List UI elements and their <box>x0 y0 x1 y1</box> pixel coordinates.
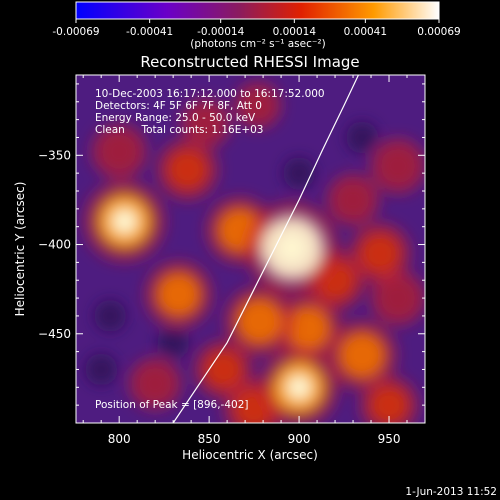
emission-source-peak <box>277 233 307 263</box>
solar-limb-curve <box>172 75 359 423</box>
colorbar-ticks: -0.00069 -0.00041 -0.00014 0.00014 0.00041 0.… <box>52 19 461 38</box>
emission-source-core <box>338 332 386 379</box>
y-tick-label: −450 <box>38 327 71 341</box>
dark-region <box>283 157 316 190</box>
plot-area <box>76 75 425 423</box>
emission-source-core <box>188 106 223 140</box>
x-tick-label: 850 <box>198 432 221 446</box>
plot-frame <box>75 74 426 424</box>
emission-source-core <box>379 147 417 185</box>
emission-source-core <box>100 133 138 171</box>
annotation-detectors: Detectors: 4F 5F 6F 7F 8F, Att 0 <box>95 100 262 112</box>
x-tick-label: 800 <box>108 432 131 446</box>
colorbar-tick-label: -0.00041 <box>126 26 173 38</box>
emission-source-core <box>156 272 201 317</box>
emission-source-peak <box>111 208 138 234</box>
x-axis-label: Heliocentric X (arcsec) <box>182 448 318 462</box>
colorbar-tick-label: -0.00069 <box>52 26 99 38</box>
colorbar-tick-label: -0.00014 <box>197 26 245 38</box>
emission-source-core <box>369 385 409 423</box>
dark-region <box>85 353 118 386</box>
emission-source-core <box>379 279 417 317</box>
emission-source-core <box>335 182 371 218</box>
emission-source-core <box>242 89 274 121</box>
x-tick-label: 950 <box>378 432 401 446</box>
dark-region <box>346 121 379 154</box>
y-tick-label: −350 <box>38 148 71 162</box>
colorbar-tick-label: 0.00041 <box>344 26 387 38</box>
emission-source-core <box>359 233 401 274</box>
colorbar-tick-label: 0.00069 <box>417 26 460 38</box>
emission-source-core <box>236 298 283 345</box>
peak-position-label: Position of Peak = [896,-402] <box>95 399 249 411</box>
annotation-energy-range: Energy Range: 25.0 - 50.0 keV <box>95 112 256 124</box>
colorbar-gradient <box>76 2 439 19</box>
colorbar: -0.00069 -0.00041 -0.00014 0.00014 0.00041 0.… <box>52 1 461 50</box>
colorbar-frame <box>75 1 440 20</box>
emission-source-core <box>285 306 331 351</box>
dark-region <box>94 299 127 332</box>
annotation-total-counts: Clean Total counts: 1.16E+03 <box>95 124 264 136</box>
annotation-time-range: 10-Dec-2003 16:17:12.000 to 16:17:52.000 <box>95 88 325 100</box>
emission-source-core <box>137 366 173 402</box>
info-annotations: 10-Dec-2003 16:17:12.000 to 16:17:52.000… <box>95 88 325 411</box>
y-axis-label: Heliocentric Y (arcsec) <box>13 182 27 317</box>
chart-title: Reconstructed RHESSI Image <box>140 53 359 71</box>
emission-source-core <box>204 350 243 389</box>
dark-region <box>157 326 190 359</box>
colorbar-tick-label: 0.00014 <box>273 26 317 38</box>
axes: 800 850 900 950 −350 −400 −450 <box>38 75 426 446</box>
footer-timestamp: 1-Jun-2013 11:52 <box>405 486 497 498</box>
emission-source-core <box>167 149 208 190</box>
emission-sources <box>83 81 425 423</box>
x-tick-label: 900 <box>288 432 311 446</box>
emission-source-peak <box>286 375 312 400</box>
y-tick-label: −400 <box>38 238 71 252</box>
colorbar-unit-label: (photons cm⁻² s⁻¹ asec⁻²) <box>190 38 325 50</box>
